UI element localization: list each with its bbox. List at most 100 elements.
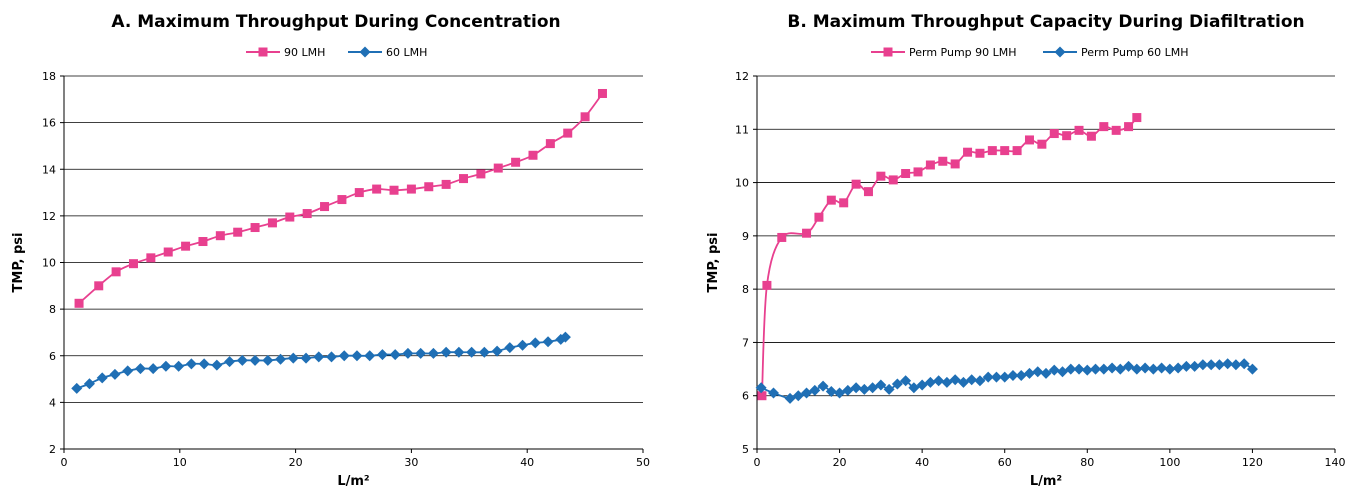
chart-b-x-tick-label: 80 (1080, 456, 1094, 469)
chart-a-x-tick-label: 20 (289, 456, 303, 469)
chart-b-series-1-point (1037, 139, 1047, 149)
chart-b-series-1-point (1000, 146, 1010, 156)
chart-a-series-2-point (134, 363, 146, 375)
chart-b-series-2-point (1189, 360, 1201, 372)
chart-b-series-2-point (858, 383, 870, 395)
chart-a-series-2-point (504, 342, 516, 354)
chart-b-series-2-point (867, 382, 879, 394)
chart-b-series-2-point (1197, 359, 1209, 371)
chart-a-series-1-point (354, 188, 364, 198)
chart-a-series-1-point (406, 184, 416, 194)
chart-b-y-tick-label: 6 (742, 390, 749, 403)
chart-b-series-1-point (1124, 122, 1134, 132)
chart-b-series-1-point (777, 232, 787, 242)
chart-b-x-tick-label: 120 (1242, 456, 1263, 469)
chart-b-series-2-point (1172, 362, 1184, 374)
chart-b-series-2-point (801, 387, 813, 399)
chart-b-series-1-point (876, 171, 886, 181)
chart-b-series-2-point (825, 385, 837, 397)
chart-b-series-1-point (1024, 135, 1034, 145)
chart-a-series-1-point (389, 185, 399, 195)
chart-a-y-tick-label: 8 (49, 303, 56, 316)
chart-a-series-2-point (262, 354, 274, 366)
chart-a-series-2-point (313, 351, 325, 363)
chart-a-series-2-point (109, 368, 121, 380)
chart-b-series-1-point (950, 159, 960, 169)
chart-b-series-2-point (916, 379, 928, 391)
chart-b-series-2-point (1147, 363, 1159, 375)
chart-b-series-2-point (817, 380, 829, 392)
chart-a-series-1-point (511, 157, 521, 167)
chart-a-legend-label: 90 LMH (284, 46, 325, 59)
chart-a-y-axis-label: TMP, psi (11, 233, 26, 293)
chart-a-title: A. Maximum Throughput During Concentrati… (111, 12, 560, 32)
chart-a-series-1-point (233, 227, 243, 237)
chart-b-series-1-point (851, 179, 861, 189)
chart-a-x-tick-label: 30 (404, 456, 418, 469)
chart-b-series-1-point (814, 212, 824, 222)
chart-b-series-2-point (1048, 364, 1060, 376)
chart-a-x-axis-label: L/m² (337, 474, 369, 489)
chart-a-series-2-point (249, 354, 261, 366)
chart-a-series-1-point (528, 150, 538, 160)
chart-a-series-2-point (453, 346, 465, 358)
chart-b-series-2-point (1156, 362, 1168, 374)
chart-a-series-2-point (185, 358, 197, 370)
chart-a-series-2-point (559, 331, 571, 343)
chart-b-series-2-point (1015, 369, 1027, 381)
chart-a-series-1-point (198, 237, 208, 247)
chart-a-x-tick-label: 0 (61, 456, 68, 469)
chart-a: A. Maximum Throughput During Concentrati… (11, 12, 650, 489)
chart-b-x-tick-label: 60 (998, 456, 1012, 469)
chart-a-series-2-point (466, 346, 478, 358)
chart-a-series-1-point (181, 241, 191, 251)
chart-b-x-axis-label: L/m² (1030, 474, 1062, 489)
chart-b-legend-swatch-marker (883, 47, 893, 57)
chart-b-series-2-point (924, 376, 936, 388)
chart-b-series-1-point (802, 228, 812, 238)
chart-b-series-2-point (982, 371, 994, 383)
chart-b-series-2-point (891, 378, 903, 390)
chart-a-series-1-point (545, 139, 555, 149)
chart-b-series-1-point (888, 175, 898, 185)
chart-b-series-1-point (1062, 131, 1072, 141)
chart-b-series-2-point (990, 371, 1002, 383)
chart-b-series-2-point (941, 376, 953, 388)
chart-b-series-1-point (863, 187, 873, 197)
chart-b-legend-swatch-marker (1054, 46, 1066, 58)
chart-a-series-1-point (337, 195, 347, 205)
chart-b-series-2-point (883, 383, 895, 395)
chart-b-x-tick-label: 20 (833, 456, 847, 469)
chart-a-series-1-point (580, 112, 590, 122)
chart-a-series-2-point (415, 347, 427, 359)
chart-a-series-1-point (302, 209, 312, 219)
chart-a-series-2-point (147, 363, 159, 375)
chart-b-y-tick-label: 10 (735, 177, 749, 190)
chart-b-y-axis-label: TMP, psi (706, 233, 721, 293)
chart-b-x-tick-label: 100 (1159, 456, 1180, 469)
chart-a-series-2-point (173, 360, 185, 372)
chart-b-series-2-point (1106, 362, 1118, 374)
chart-a-series-1-point (424, 182, 434, 192)
chart-b-x-tick-label: 0 (754, 456, 761, 469)
chart-a-series-2-point (376, 349, 388, 361)
chart-b-y-tick-label: 9 (742, 230, 749, 243)
chart-b-series-1-point (757, 391, 767, 401)
chart-b-series-2-point (1065, 363, 1077, 375)
chart-a-series-2-point (211, 359, 223, 371)
chart-b-series-2-point (1164, 363, 1176, 375)
chart-a-y-tick-label: 18 (42, 70, 56, 83)
chart-b-series-2-point (1238, 358, 1250, 370)
chart-a-series-2-point (529, 337, 541, 349)
chart-a-series-2-point (351, 350, 363, 362)
chart-a-series-2-point (71, 382, 83, 394)
chart-b-x-tick-label: 40 (915, 456, 929, 469)
chart-b-series-2-point (755, 382, 767, 394)
chart-b-series-2-point (809, 384, 821, 396)
chart-b-series-2-point (842, 384, 854, 396)
chart-a-series-1-point (563, 128, 573, 138)
chart-b-series-2-point (1032, 366, 1044, 378)
chart-a-series-1-point (493, 163, 503, 173)
